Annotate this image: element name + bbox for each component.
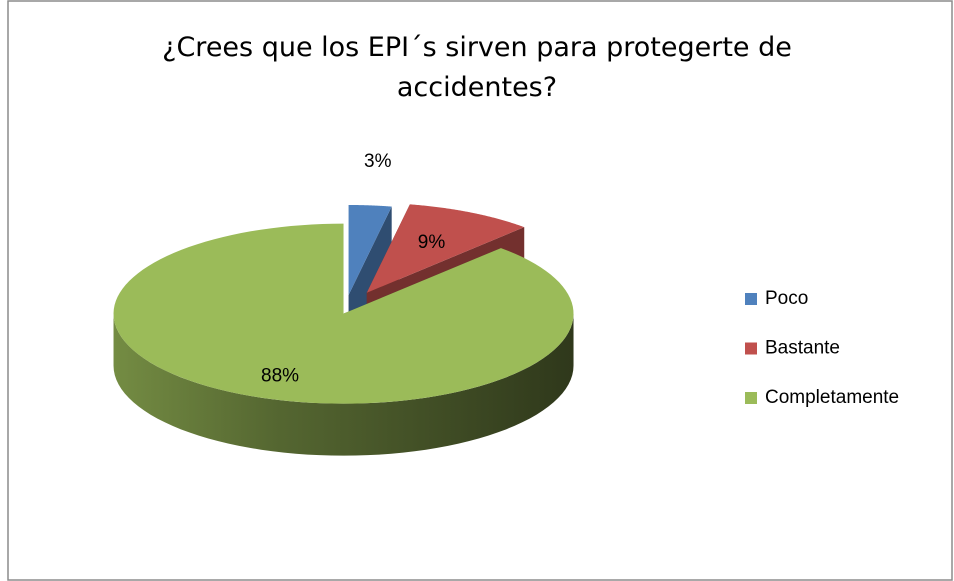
title-box: ¿Crees que los EPI´s sirven para protege… bbox=[162, 32, 792, 103]
pie: 3% 9% 88% bbox=[113, 151, 574, 456]
chart-title: ¿Crees que los EPI´s sirven para protege… bbox=[162, 32, 792, 103]
slice bbox=[113, 223, 574, 404]
legend-label: Completamente bbox=[765, 387, 899, 408]
data-label: 9% bbox=[418, 232, 446, 253]
legend-label: Bastante bbox=[765, 338, 840, 359]
legend-swatch bbox=[745, 392, 757, 404]
slice-wall bbox=[113, 313, 574, 456]
legend: Poco Bastante Completamente bbox=[745, 288, 899, 408]
legend-swatch bbox=[745, 342, 757, 355]
legend-swatch bbox=[745, 293, 757, 305]
slice bbox=[366, 204, 525, 293]
slice bbox=[348, 204, 392, 295]
data-label: 3% bbox=[364, 151, 392, 172]
data-label: 88% bbox=[261, 365, 299, 386]
legend-label: Poco bbox=[765, 288, 808, 309]
